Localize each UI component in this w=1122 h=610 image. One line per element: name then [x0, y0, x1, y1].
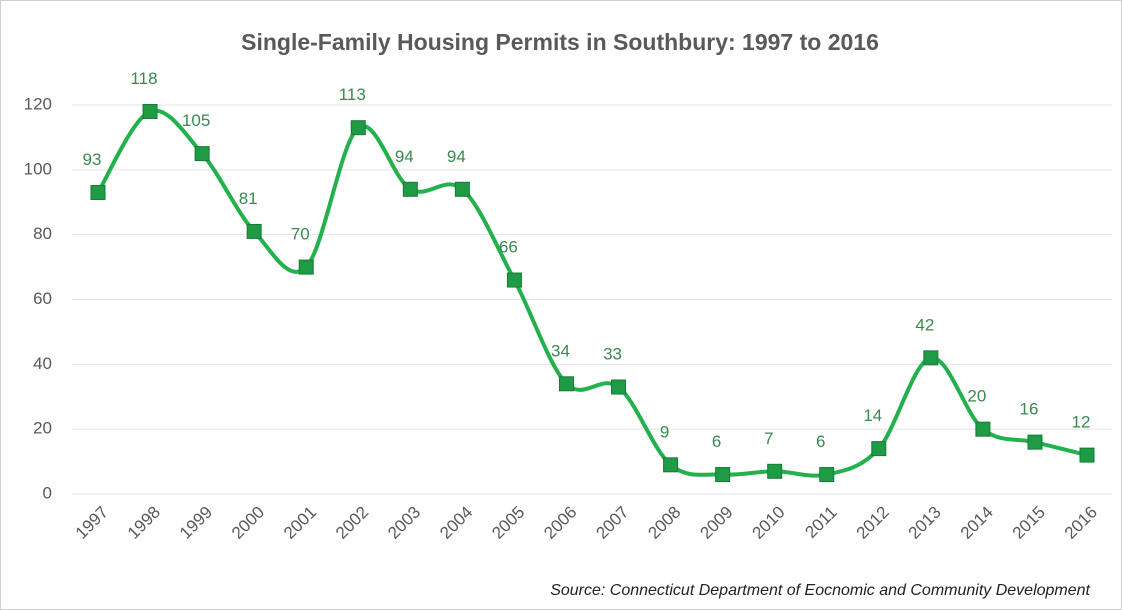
data-label: 70: [291, 225, 310, 244]
chart-title: Single-Family Housing Permits in Southbu…: [241, 29, 879, 55]
data-label: 66: [499, 238, 518, 257]
marker: [611, 379, 627, 395]
data-label: 105: [182, 111, 210, 130]
data-label: 14: [863, 406, 882, 425]
data-label: 16: [1019, 400, 1038, 419]
y-tick-label: 120: [24, 94, 52, 113]
data-label: 113: [339, 85, 366, 104]
marker: [975, 421, 991, 437]
marker: [454, 181, 470, 197]
data-label: 33: [603, 345, 622, 364]
marker: [350, 120, 366, 136]
marker: [402, 181, 418, 197]
y-tick-label: 60: [33, 289, 52, 308]
marker: [506, 272, 522, 288]
marker: [558, 376, 574, 392]
source-note: Source: Connecticut Department of Eocnom…: [550, 582, 1090, 599]
y-tick-label: 20: [33, 419, 52, 438]
marker: [246, 223, 262, 239]
y-tick-label: 40: [33, 354, 52, 373]
marker: [194, 146, 210, 162]
data-label: 42: [915, 315, 934, 334]
marker: [1027, 434, 1043, 450]
y-tick-label: 80: [33, 224, 52, 243]
data-label: 94: [447, 147, 466, 166]
data-label: 93: [83, 150, 102, 169]
y-tick-label: 0: [43, 483, 52, 502]
marker: [871, 441, 887, 457]
data-label: 34: [551, 341, 570, 360]
y-tick-label: 100: [24, 159, 52, 178]
data-label: 7: [764, 429, 773, 448]
marker: [663, 457, 679, 473]
marker: [715, 467, 731, 483]
data-label: 94: [395, 147, 414, 166]
data-label: 118: [130, 69, 157, 88]
data-label: 6: [712, 432, 721, 451]
data-label: 9: [660, 422, 669, 441]
data-label: 12: [1072, 413, 1091, 432]
data-label: 81: [239, 189, 258, 208]
data-label: 6: [816, 432, 825, 451]
marker: [767, 463, 783, 479]
data-label: 20: [967, 387, 986, 406]
marker: [923, 350, 939, 366]
marker: [298, 259, 314, 275]
marker: [1079, 447, 1095, 463]
marker: [90, 185, 106, 201]
marker: [142, 103, 158, 119]
marker: [819, 467, 835, 483]
